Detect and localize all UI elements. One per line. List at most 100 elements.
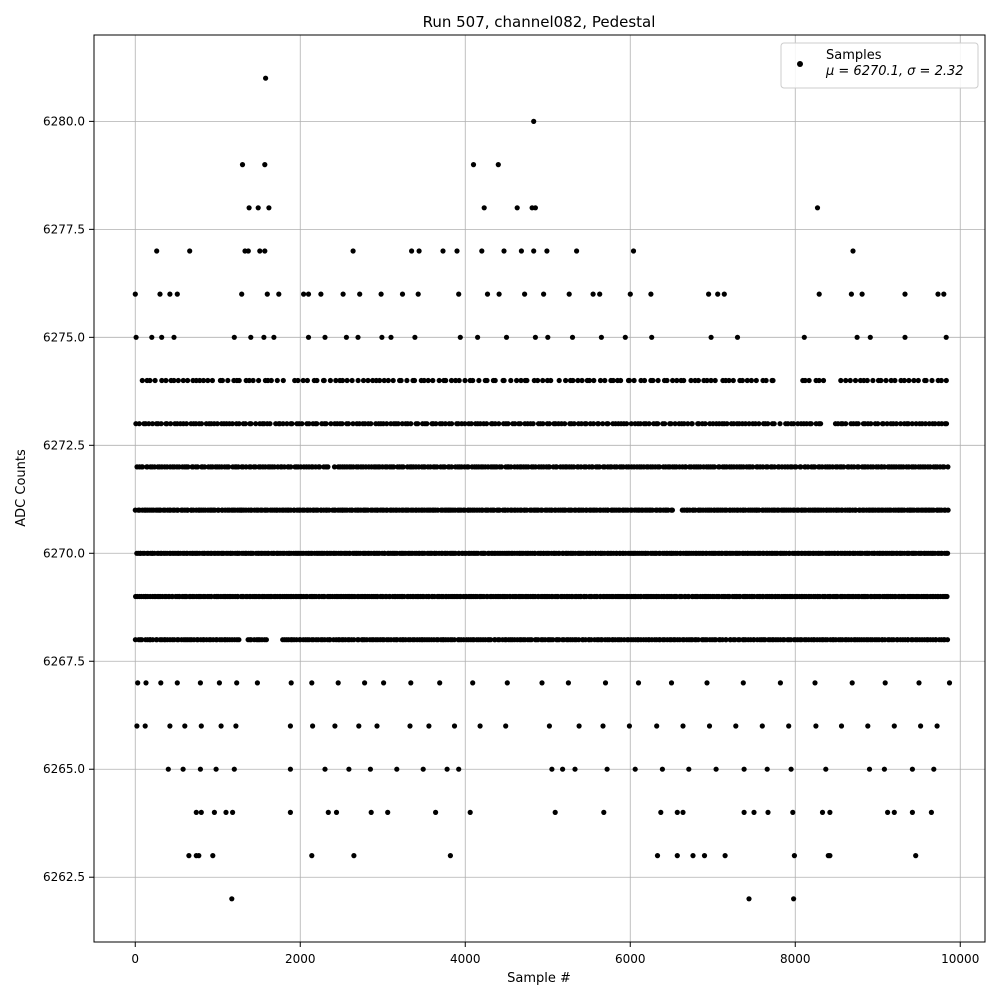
- data-point: [175, 377, 181, 384]
- data-point: [266, 205, 272, 211]
- data-point: [317, 464, 323, 470]
- data-point: [263, 637, 269, 643]
- data-point: [351, 853, 357, 859]
- data-point: [167, 291, 173, 297]
- data-point: [702, 421, 708, 427]
- data-point: [888, 377, 894, 384]
- data-point: [171, 334, 177, 340]
- data-point: [462, 421, 468, 427]
- data-point: [451, 723, 458, 729]
- data-point: [223, 809, 229, 816]
- data-point: [495, 162, 501, 168]
- legend-stats: μ = 6270.1, σ = 2.32: [825, 64, 964, 79]
- data-point: [185, 464, 191, 470]
- data-point: [139, 637, 145, 643]
- data-point: [945, 550, 951, 556]
- data-point: [398, 377, 404, 384]
- data-point: [496, 421, 502, 427]
- legend: Samples μ = 6270.1, σ = 2.32: [780, 42, 979, 89]
- data-point: [631, 377, 637, 384]
- data-point: [624, 421, 630, 427]
- data-point: [635, 680, 642, 686]
- data-point: [289, 421, 295, 427]
- data-point: [741, 766, 747, 772]
- data-point: [878, 377, 884, 384]
- data-point: [183, 421, 190, 427]
- data-point: [139, 464, 146, 470]
- data-point: [816, 377, 822, 384]
- data-point: [618, 377, 624, 384]
- data-point: [546, 421, 553, 427]
- data-point: [596, 464, 603, 470]
- data-point: [791, 896, 797, 902]
- data-point: [848, 291, 855, 297]
- data-point: [827, 853, 833, 859]
- data-point: [287, 766, 293, 772]
- data-point: [332, 723, 338, 729]
- data-point: [186, 853, 192, 859]
- data-point: [323, 421, 329, 427]
- data-point: [820, 377, 827, 384]
- data-point: [786, 723, 792, 729]
- data-point: [901, 377, 907, 384]
- legend-label: Samples: [826, 48, 882, 63]
- data-point: [746, 421, 752, 427]
- data-point: [470, 377, 476, 384]
- data-point: [420, 766, 426, 772]
- data-point: [626, 723, 633, 729]
- data-point: [146, 421, 152, 427]
- data-point: [566, 291, 572, 297]
- data-point: [574, 248, 580, 254]
- data-point: [905, 421, 912, 427]
- data-point: [309, 680, 315, 686]
- data-point: [518, 377, 524, 384]
- data-point: [891, 809, 897, 816]
- data-point: [791, 853, 798, 859]
- data-point: [628, 421, 634, 427]
- data-point: [602, 377, 608, 384]
- data-point: [193, 809, 199, 816]
- data-point: [597, 377, 604, 384]
- data-point: [333, 377, 339, 384]
- data-point: [590, 291, 596, 297]
- data-point: [630, 248, 637, 254]
- data-point: [408, 421, 414, 427]
- data-point: [696, 421, 702, 427]
- data-point: [365, 377, 371, 384]
- data-point: [598, 334, 605, 340]
- data-point: [680, 809, 686, 816]
- data-point: [893, 421, 900, 427]
- data-point: [476, 377, 482, 384]
- data-point: [335, 680, 341, 686]
- data-point: [350, 248, 356, 254]
- data-point: [704, 377, 710, 384]
- data-point: [287, 723, 293, 729]
- data-point: [484, 291, 491, 297]
- data-point: [622, 334, 628, 340]
- data-point: [943, 377, 949, 384]
- y-tick-label: 6267.5: [43, 654, 85, 668]
- data-point: [185, 377, 191, 384]
- data-point: [790, 809, 796, 816]
- data-point: [808, 421, 814, 427]
- data-point: [742, 421, 749, 427]
- data-point: [945, 464, 951, 470]
- data-point: [164, 421, 170, 427]
- data-point: [492, 377, 498, 384]
- data-point: [470, 162, 477, 168]
- data-point: [195, 464, 201, 470]
- data-point: [884, 421, 890, 427]
- data-point: [205, 377, 211, 384]
- data-point: [544, 248, 550, 254]
- data-point: [174, 291, 180, 297]
- data-point: [154, 248, 160, 254]
- data-point: [929, 377, 935, 384]
- data-point: [385, 809, 391, 816]
- data-point: [909, 809, 916, 816]
- data-point: [381, 680, 387, 686]
- data-point: [314, 421, 320, 427]
- data-point: [668, 421, 674, 427]
- data-point: [390, 377, 396, 384]
- data-point: [854, 334, 860, 340]
